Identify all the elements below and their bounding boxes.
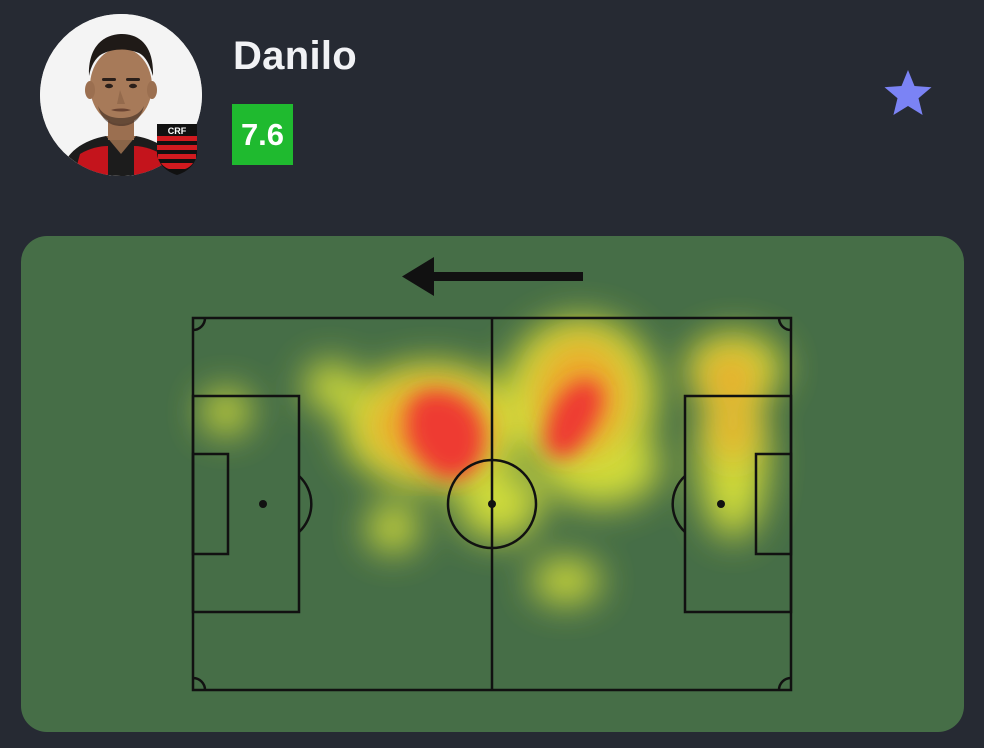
flamengo-crest-icon: CRF	[157, 124, 197, 175]
heatmap-pitch	[191, 316, 793, 692]
center-spot	[488, 500, 496, 508]
arrow-left-icon	[402, 257, 583, 296]
player-photo	[40, 14, 202, 176]
heat-layer-high	[406, 380, 603, 479]
player-header: CRF Danilo 7.6	[0, 0, 984, 236]
right-penalty-spot	[717, 500, 725, 508]
svg-text:CRF: CRF	[168, 126, 187, 136]
pitch-lines	[191, 316, 793, 692]
player-avatar[interactable]	[40, 14, 202, 176]
star-icon[interactable]	[880, 66, 936, 122]
player-rating-badge: 7.6	[232, 104, 293, 165]
left-penalty-spot	[259, 500, 267, 508]
player-name: Danilo	[233, 34, 358, 78]
